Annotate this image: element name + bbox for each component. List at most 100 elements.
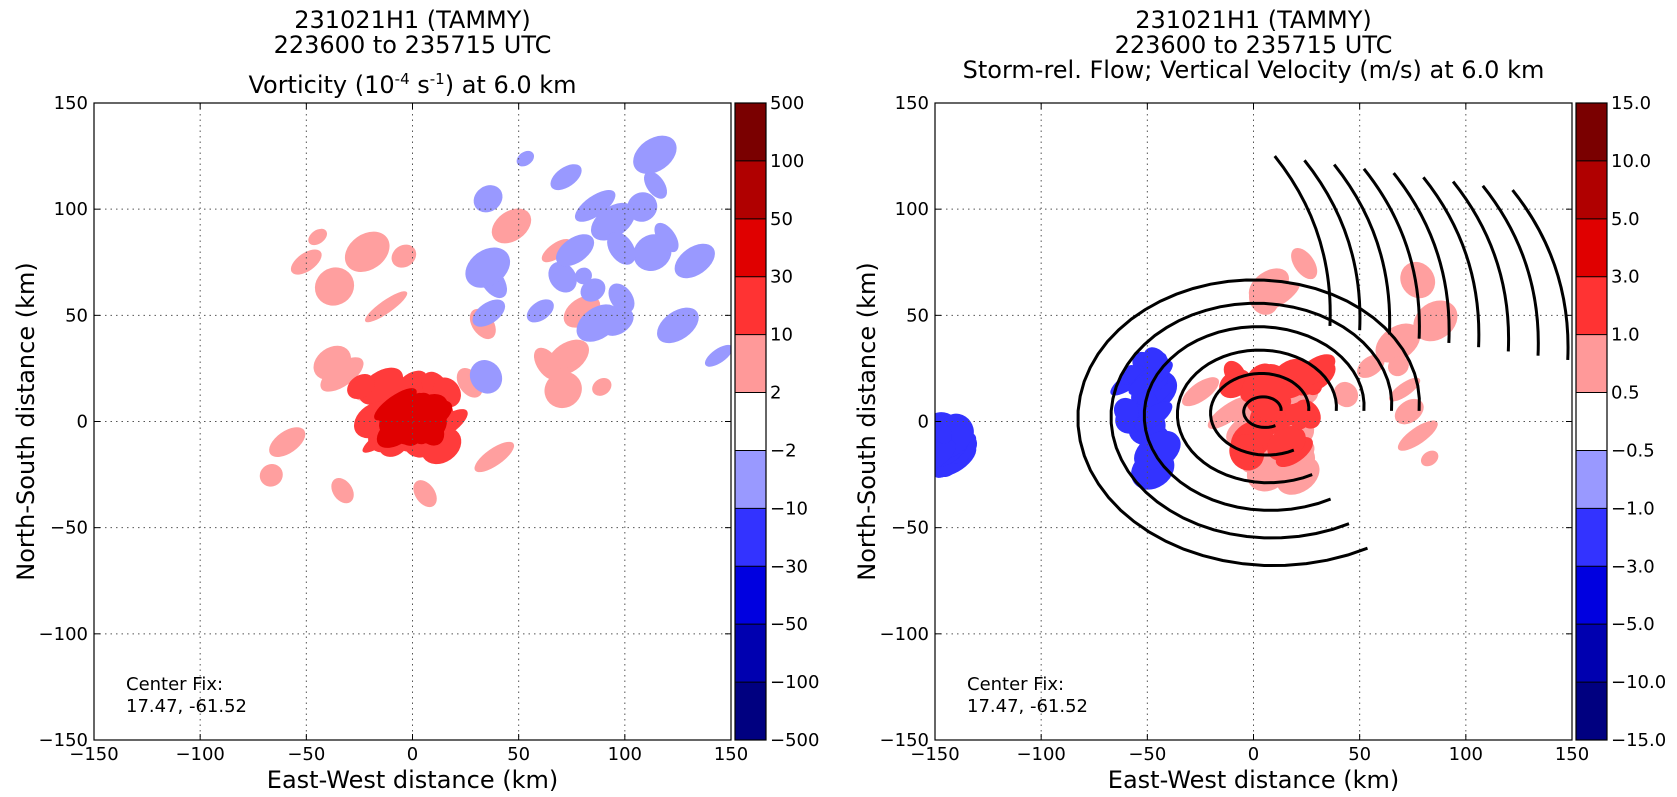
- x-tick-label: 0: [407, 744, 418, 765]
- colorbar-segment: [735, 103, 766, 161]
- contour-region-4: [555, 234, 595, 267]
- y-tick-label: 150: [54, 93, 88, 114]
- chart-panel-1: −150 −100 −50 0 50 100 150−150−100−50050100150…: [12, 6, 819, 794]
- x-tick-label: 50: [507, 744, 530, 765]
- contour-region-1: [313, 345, 351, 380]
- center-fix-line-2: 17.47, -61.52: [967, 696, 1088, 717]
- colorbar-segment: [1576, 450, 1607, 509]
- x-tick-label: 100: [608, 744, 642, 765]
- contour-region-4: [576, 304, 620, 342]
- colorbar-segment: [735, 160, 766, 219]
- contour-region-1: [269, 427, 306, 458]
- contour-region-1: [1397, 420, 1438, 451]
- colorbar-segment: [735, 508, 766, 567]
- contour-region-1: [491, 208, 532, 244]
- y-tick-label: 50: [65, 305, 88, 326]
- colorbar-segment: [735, 450, 766, 509]
- contour-region-4: [574, 267, 592, 285]
- colorbar-label: −5.0: [1611, 614, 1655, 635]
- contour-region-2: [347, 374, 375, 400]
- contour-region-1: [1413, 300, 1458, 342]
- contour-region-4: [608, 283, 635, 314]
- colorbar-segment: [1576, 624, 1607, 683]
- x-tick-label: 100: [1449, 744, 1483, 765]
- chart-title-line-3: Storm-rel. Flow; Vertical Velocity (m/s)…: [963, 56, 1545, 84]
- colorbar: 500 100 50 30 10 2 −2 −10 −30 −50 −100 −500: [734, 93, 819, 751]
- contour-region-1: [1291, 247, 1318, 280]
- x-axis-label: East-West distance (km): [1108, 766, 1399, 794]
- x-tick-label: −50: [287, 744, 325, 765]
- contour-region-4: [657, 307, 699, 344]
- contour-region-1: [533, 347, 562, 381]
- streamlines: [1076, 155, 1570, 568]
- streamline: [1142, 325, 1366, 512]
- title-part-sup2: -1: [430, 70, 445, 88]
- contour-region-1: [308, 228, 328, 246]
- contour-region-4: [644, 171, 668, 199]
- contour-region-1: [1388, 377, 1421, 402]
- streamline: [1362, 167, 1421, 339]
- contour-region-1: [314, 267, 355, 306]
- contour-region-3: [1143, 347, 1170, 378]
- colorbar-segment: [1576, 566, 1607, 625]
- contour-region-2: [1295, 354, 1336, 387]
- contour-region-4: [465, 247, 511, 288]
- contour-region-1: [474, 441, 515, 473]
- streamline: [1451, 180, 1511, 352]
- contour-region-3: [1113, 397, 1139, 424]
- streamline: [1176, 348, 1338, 485]
- colorbar-label: −30: [770, 556, 808, 577]
- contour-region-4: [935, 439, 956, 472]
- streamline: [1273, 155, 1332, 327]
- colorbar-label: 3.0: [1611, 267, 1640, 288]
- colorbar-segment: [1576, 682, 1607, 740]
- center-fix-line-1: Center Fix:: [967, 674, 1064, 695]
- y-tick-label: 0: [918, 412, 929, 433]
- contour-region-1: [1207, 396, 1251, 429]
- colorbar-label: −1.0: [1611, 498, 1655, 519]
- colorbar-segment: [1576, 334, 1607, 393]
- contour-region-4: [516, 150, 535, 167]
- colorbar-label: 2: [770, 383, 781, 404]
- colorbar-segment: [735, 392, 766, 451]
- contour-region-4: [654, 222, 679, 253]
- contour-region-4: [574, 189, 616, 222]
- streamline: [1392, 172, 1451, 344]
- center-fix-line-2: 17.47, -61.52: [126, 696, 247, 717]
- colorbar-label: −100: [770, 672, 819, 693]
- x-axis-label: East-West distance (km): [267, 766, 558, 794]
- streamline: [1109, 301, 1394, 540]
- colorbar-segment: [735, 276, 766, 335]
- streamline: [1303, 159, 1362, 331]
- colorbar-segment: [735, 682, 766, 740]
- ticks: −150 −100 −50 0 50 100 150 −150 −100 −50 0 50 100 150: [880, 93, 1590, 765]
- y-axis-label: North-South distance (km): [853, 262, 881, 581]
- contour-region-1: [413, 480, 437, 508]
- contour-region-1: [544, 371, 582, 409]
- streamline: [1333, 163, 1392, 335]
- center-fix-line-1: Center Fix:: [126, 674, 223, 695]
- contour-region-4: [633, 135, 677, 174]
- contour-region-1: [1394, 398, 1424, 425]
- contour-region-4: [550, 164, 582, 191]
- contour-region-1: [344, 231, 390, 272]
- y-tick-label: −50: [891, 518, 929, 539]
- colorbar-label: −15.0: [1611, 730, 1666, 751]
- contour-region-1: [1420, 450, 1439, 467]
- y-tick-label: 100: [54, 199, 88, 220]
- colorbar-label: −50: [770, 614, 808, 635]
- contour-region-1: [259, 463, 283, 487]
- contour-region-4: [607, 231, 636, 265]
- y-tick-label: −50: [50, 518, 88, 539]
- colorbar-label: 15.0: [1611, 93, 1651, 114]
- x-tick-label: 150: [1555, 744, 1589, 765]
- colorbar-label: −10.0: [1611, 672, 1666, 693]
- y-tick-label: 150: [895, 93, 929, 114]
- contour-region-4: [935, 420, 952, 444]
- x-tick-label: −100: [1016, 744, 1065, 765]
- contour-region-1: [1387, 356, 1409, 377]
- colorbar-label: 30: [770, 267, 793, 288]
- chart-title-line-2: 223600 to 235715 UTC: [1115, 31, 1393, 59]
- colorbar-segment: [735, 566, 766, 625]
- contour-region-1: [1333, 381, 1359, 408]
